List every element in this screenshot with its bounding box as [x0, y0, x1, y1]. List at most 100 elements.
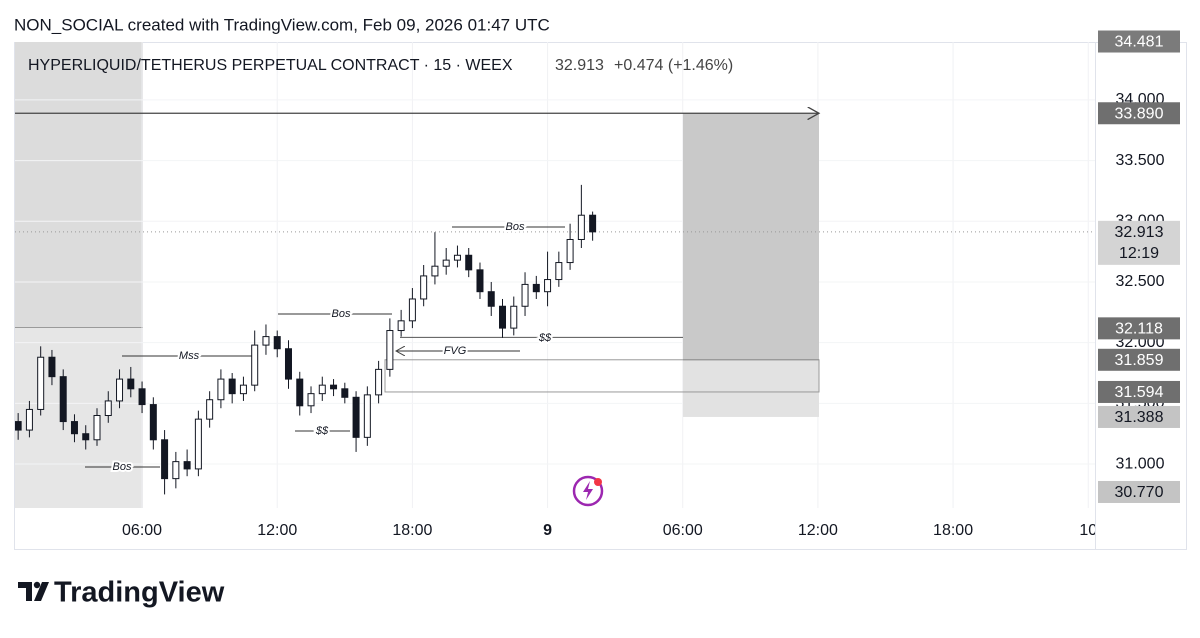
price-change: +0.474 (+1.46%) [614, 57, 733, 74]
price-label: 32.913 [1115, 224, 1164, 241]
price-label: 33.890 [1115, 105, 1164, 122]
candle-body [476, 269, 484, 293]
candle-body [577, 214, 585, 240]
candle-body [15, 421, 22, 431]
logo-mark [18, 582, 32, 601]
candle-body [420, 275, 428, 300]
symbol-title: HYPERLIQUID/TETHERUS PERPETUAL CONTRACT … [28, 57, 513, 74]
price-label-box [1098, 220, 1180, 265]
candle-body [442, 259, 450, 267]
last-price: 32.913 [555, 57, 604, 74]
candle-body [93, 415, 101, 441]
candle-body [386, 330, 394, 370]
candle-body [510, 305, 518, 329]
price-label-box [1098, 102, 1180, 125]
candle-body [251, 344, 259, 386]
x-tick-label: 18:00 [933, 522, 973, 539]
candle-body [262, 336, 270, 346]
x-tick-label: 06:00 [122, 522, 162, 539]
annotation-label: $$ [315, 425, 329, 437]
annotation-label: $$ [538, 332, 552, 344]
candle-body [116, 378, 124, 402]
price-axis: 31.00031.50032.00032.50033.00033.50034.0… [1098, 30, 1180, 503]
candle-body [273, 336, 281, 350]
attribution: NON_SOCIAL created with TradingView.com,… [14, 15, 550, 34]
y-tick-label: 33.500 [1116, 152, 1165, 169]
candle-body [318, 384, 326, 395]
candle-body [532, 283, 540, 293]
chart-frame [14, 42, 1187, 550]
candle-body [330, 384, 338, 390]
candle-body [544, 279, 552, 293]
candle-body [149, 404, 157, 441]
session-zone [15, 327, 143, 508]
price-label: 31.859 [1115, 352, 1164, 369]
time-axis: 06:00 12:00 18:00 9 06:00 12:00 18:00 10 [122, 522, 1097, 539]
candle-body [25, 408, 33, 431]
x-tick-label: 9 [543, 522, 552, 539]
candle-body [375, 368, 383, 396]
candle-body [499, 305, 507, 329]
candle-body [352, 396, 360, 438]
candle-body [555, 262, 563, 281]
x-tick-label: 10 [1079, 522, 1097, 539]
candle-body [589, 214, 597, 233]
brand: TradingView [54, 577, 225, 609]
candle-body [239, 384, 247, 395]
candle-body [82, 433, 90, 441]
candle-body [521, 283, 529, 307]
candle-body [48, 356, 56, 378]
y-tick-label: 31.000 [1116, 455, 1165, 472]
price-label-box [1098, 30, 1180, 53]
y-tick-label: 32.500 [1116, 273, 1165, 290]
candle-body [341, 388, 349, 398]
candle-body [431, 265, 439, 277]
price-label-box [1098, 405, 1180, 428]
candle-body [183, 461, 191, 470]
annotation-label: Bos [113, 461, 132, 473]
candle-body [172, 461, 180, 480]
annotation-label: Bos [332, 308, 351, 320]
alert-icon [572, 475, 604, 507]
price-label: 34.481 [1115, 34, 1164, 51]
target-zone [683, 113, 819, 360]
price-label-box [1098, 480, 1180, 503]
candle-body [161, 439, 169, 480]
candle-body [70, 421, 78, 435]
logo-mark [33, 581, 41, 589]
price-label: 31.388 [1115, 409, 1164, 426]
candle-body [228, 378, 236, 395]
session-zone [15, 42, 143, 327]
x-tick-label: 12:00 [798, 522, 838, 539]
candle-body [465, 254, 473, 271]
candle-body [363, 394, 371, 438]
price-label: 31.594 [1115, 384, 1164, 401]
candle-body [453, 254, 461, 261]
candle-body [138, 388, 146, 406]
candle-body [104, 400, 112, 417]
candle-body [307, 393, 315, 407]
x-tick-label: 12:00 [257, 522, 297, 539]
logo: TradingView [18, 577, 225, 609]
price-label-box [1098, 348, 1180, 371]
x-tick-label: 18:00 [392, 522, 432, 539]
countdown: 12:19 [1119, 245, 1159, 262]
candle-body [487, 291, 495, 307]
candle-body [217, 378, 225, 401]
candle-body [296, 378, 304, 407]
price-label: 32.118 [1115, 321, 1163, 338]
annotation-label: Mss [179, 350, 200, 362]
plot-area: Bos Bos Mss Bos $$ $$ FVG [15, 42, 1095, 508]
candle-body [566, 238, 574, 264]
annotation-label: Bos [506, 221, 525, 233]
logo-mark [34, 582, 49, 601]
fvg-box [384, 359, 820, 393]
candle-body [37, 356, 45, 410]
candle-body [194, 418, 202, 470]
price-label-box [1098, 380, 1180, 403]
price-label: 30.770 [1115, 484, 1164, 501]
candle-body [59, 376, 67, 423]
candle-body [127, 378, 135, 390]
